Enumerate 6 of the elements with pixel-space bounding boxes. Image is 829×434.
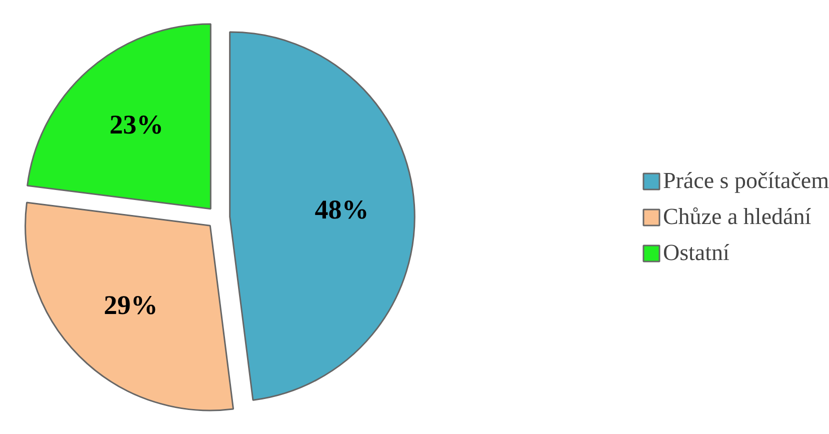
data-label: 23% <box>109 110 164 140</box>
data-label: 48% <box>314 194 369 225</box>
legend-label: Práce s počítačem <box>662 168 829 194</box>
legend-label: Chůze a hledání <box>662 204 812 230</box>
legend-label: Ostatní <box>662 240 730 266</box>
data-label: 29% <box>104 290 158 320</box>
